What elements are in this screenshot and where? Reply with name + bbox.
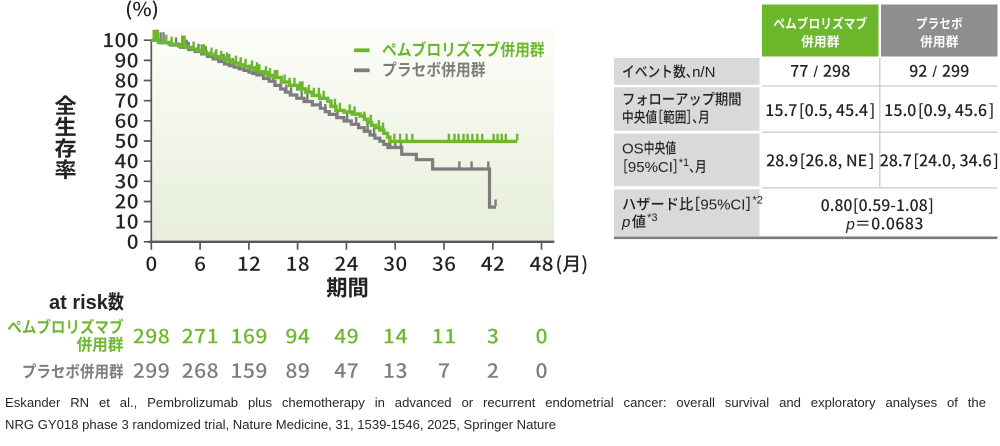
svg-text:*3: *3 [647, 212, 657, 224]
svg-text:at risk: at risk [49, 292, 109, 314]
svg-text:n/N: n/N [692, 64, 715, 81]
svg-text:95%CI: 95%CI [628, 159, 673, 176]
svg-text:95%CI: 95%CI [700, 197, 745, 214]
svg-text:p: p [621, 214, 630, 231]
svg-text:/: / [933, 64, 938, 81]
svg-text:*1: *1 [679, 157, 689, 169]
svg-text:/: / [814, 64, 819, 81]
svg-text:p: p [845, 216, 855, 233]
svg-text:OS: OS [622, 141, 644, 158]
svg-text:*2: *2 [753, 195, 763, 207]
